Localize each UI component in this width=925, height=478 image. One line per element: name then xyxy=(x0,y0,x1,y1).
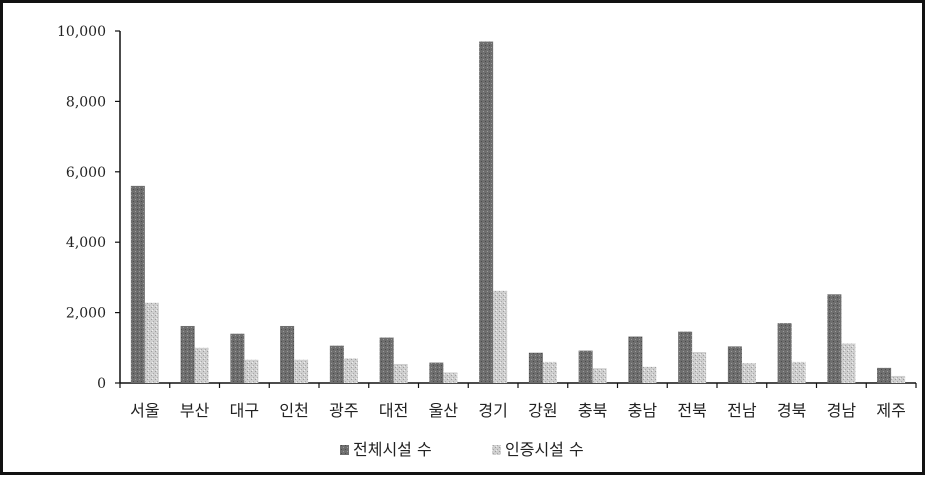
bar-total-facilities xyxy=(877,367,892,383)
bar-total-facilities xyxy=(479,41,494,384)
y-tick-label: 4,000 xyxy=(66,235,106,251)
bar-certified-facilities xyxy=(642,366,657,383)
bar-certified-facilities xyxy=(791,361,806,383)
bar-total-facilities xyxy=(528,352,543,383)
bar-certified-facilities xyxy=(493,290,508,383)
category-label: 경북 xyxy=(777,401,806,420)
category-label: 경기 xyxy=(478,401,507,420)
bar-total-facilities xyxy=(230,333,245,383)
y-tick-label: 10,000 xyxy=(57,24,106,40)
category-label: 제주 xyxy=(876,401,905,420)
category-label: 서울 xyxy=(130,401,159,420)
category-label: 충북 xyxy=(578,401,607,420)
legend-swatch-total xyxy=(340,445,349,455)
bar-total-facilities xyxy=(180,325,195,383)
plot-area: 0 2,000 4,000 6,000 8,000 10,000 서울 부산 대구 인천 광주 대전 울… xyxy=(57,24,917,459)
bar-total-facilities xyxy=(827,294,842,383)
category-label: 울산 xyxy=(429,401,459,420)
category-label: 충남 xyxy=(628,401,658,420)
bar-total-facilities xyxy=(329,345,344,383)
category-label: 인천 xyxy=(279,401,308,420)
category-label: 전남 xyxy=(727,401,757,420)
bar-certified-facilities xyxy=(592,368,607,383)
bar-total-facilities xyxy=(379,337,394,383)
bar-total-facilities xyxy=(628,336,643,383)
y-tick-label: 2,000 xyxy=(66,306,106,322)
category-label: 광주 xyxy=(329,401,358,420)
bar-certified-facilities xyxy=(741,363,756,383)
category-label: 대전 xyxy=(379,401,408,420)
bar-total-facilities xyxy=(429,362,444,383)
bar-certified-facilities xyxy=(343,358,358,383)
bar-chart: 0 2,000 4,000 6,000 8,000 10,000 서울 부산 대구 인천 광주 대전 울… xyxy=(57,24,917,459)
bar-certified-facilities xyxy=(194,347,209,383)
bar-certified-facilities xyxy=(393,363,408,383)
bar-certified-facilities xyxy=(144,302,159,383)
legend-label-total: 전체시설 수 xyxy=(353,440,432,459)
bar-certified-facilities xyxy=(891,375,906,383)
category-label: 경남 xyxy=(827,401,857,420)
category-label: 강원 xyxy=(528,401,557,420)
legend-swatch-certified xyxy=(492,445,501,455)
bar-total-facilities xyxy=(578,350,593,383)
bar-total-facilities xyxy=(130,185,145,383)
bar-total-facilities xyxy=(727,346,742,383)
bar-certified-facilities xyxy=(294,359,309,383)
bar-total-facilities xyxy=(280,325,295,383)
category-label: 전북 xyxy=(677,401,706,420)
bar-certified-facilities xyxy=(692,352,707,383)
y-tick-label: 6,000 xyxy=(66,165,106,181)
bar-total-facilities xyxy=(777,323,792,383)
bar-total-facilities xyxy=(678,331,693,383)
bar-certified-facilities xyxy=(542,361,557,383)
category-label: 대구 xyxy=(230,401,259,420)
bar-certified-facilities xyxy=(841,343,856,383)
y-tick-label: 8,000 xyxy=(66,94,106,110)
bar-certified-facilities xyxy=(244,359,259,383)
y-tick-label: 0 xyxy=(97,376,106,392)
bar-certified-facilities xyxy=(443,372,458,383)
legend-label-certified: 인증시설 수 xyxy=(505,440,584,459)
category-label: 부산 xyxy=(180,401,210,420)
